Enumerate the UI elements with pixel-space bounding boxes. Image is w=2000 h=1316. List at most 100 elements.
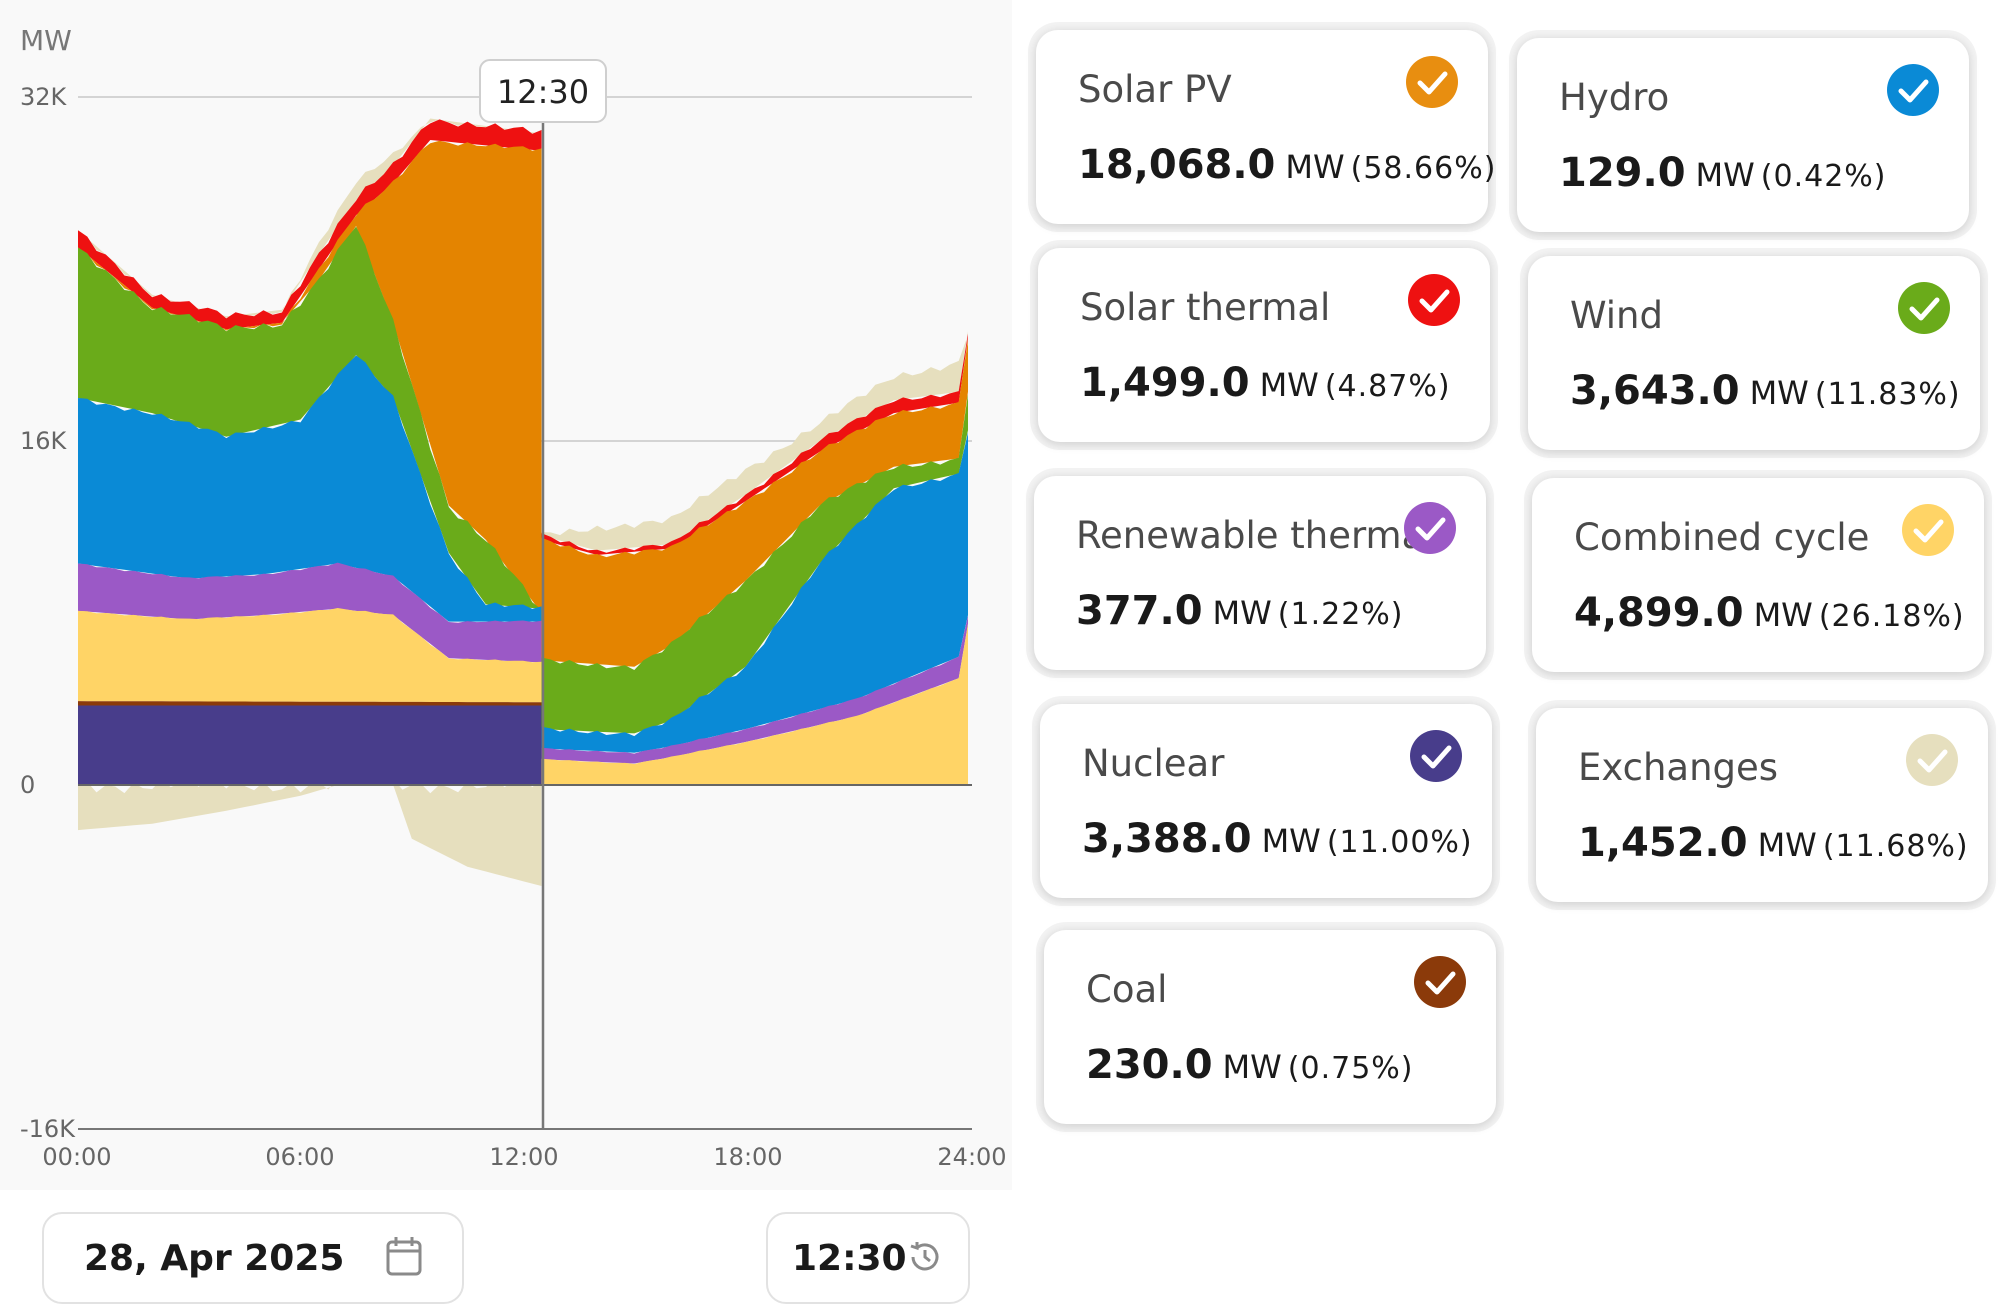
card-title: Nuclear xyxy=(1082,742,1225,785)
card-value: 129.0 MW (0.42%) xyxy=(1559,150,1887,196)
card-renewable-thermal[interactable]: Renewable thermal 377.0 MW (1.22%) xyxy=(1034,476,1486,670)
card-title: Wind xyxy=(1570,294,1663,337)
area-solar-pv xyxy=(78,140,542,613)
area-renewable-thermal xyxy=(78,562,542,663)
checkmark-icon[interactable] xyxy=(1408,274,1460,326)
card-title: Exchanges xyxy=(1578,746,1779,789)
checkmark-icon[interactable] xyxy=(1414,956,1466,1008)
area-combined-cycle xyxy=(541,624,968,785)
y-tick-label: -16K xyxy=(20,1115,76,1143)
card-value-number: 1,452.0 xyxy=(1578,820,1748,866)
checkmark-icon[interactable] xyxy=(1887,64,1939,116)
x-tick-label: 12:00 xyxy=(489,1143,558,1171)
time-picker-button[interactable]: 12:30 xyxy=(766,1212,970,1304)
y-tick-label: 0 xyxy=(20,771,35,799)
card-value-unit: MW xyxy=(1261,822,1321,860)
card-title: Hydro xyxy=(1559,76,1670,119)
card-value-unit: MW xyxy=(1695,156,1755,194)
y-tick-label: 32K xyxy=(20,83,68,111)
stacked-areas xyxy=(78,118,972,886)
card-coal[interactable]: Coal 230.0 MW (0.75%) xyxy=(1044,930,1496,1124)
area-hydro xyxy=(78,355,542,622)
card-value-number: 129.0 xyxy=(1559,150,1686,196)
checkmark-icon[interactable] xyxy=(1410,730,1462,782)
card-value: 377.0 MW (1.22%) xyxy=(1076,588,1404,634)
history-icon[interactable] xyxy=(906,1238,944,1285)
card-value: 3,643.0 MW (11.83%) xyxy=(1570,368,1961,414)
y-unit-label: MW xyxy=(20,24,72,57)
area-nuclear xyxy=(78,705,542,785)
date-value: 28, Apr 2025 xyxy=(84,1237,345,1279)
card-value-unit: MW xyxy=(1212,594,1272,632)
card-value-percent: (26.18%) xyxy=(1818,599,1965,634)
card-value-unit: MW xyxy=(1285,148,1345,186)
card-value: 1,499.0 MW (4.87%) xyxy=(1080,360,1451,406)
area-coal xyxy=(78,701,542,706)
card-value-number: 3,388.0 xyxy=(1082,816,1252,862)
checkmark-icon[interactable] xyxy=(1906,734,1958,786)
card-value-percent: (11.68%) xyxy=(1822,829,1969,864)
date-picker-button[interactable]: 28, Apr 2025 xyxy=(42,1212,464,1304)
card-value: 18,068.0 MW (58.66%) xyxy=(1078,142,1496,188)
card-hydro[interactable]: Hydro 129.0 MW (0.42%) xyxy=(1517,38,1969,232)
card-value-number: 18,068.0 xyxy=(1078,142,1276,188)
chart-axes: 32K 16K 0 -16K MW 00:00 06:00 12:00 18:00 24:00 xyxy=(20,24,1007,1171)
x-tick-label: 18:00 xyxy=(713,1143,782,1171)
area-wind xyxy=(78,226,542,610)
card-value-percent: (11.83%) xyxy=(1814,377,1961,412)
card-value-number: 4,899.0 xyxy=(1574,590,1744,636)
card-title: Combined cycle xyxy=(1574,516,1870,559)
card-title: Solar PV xyxy=(1078,68,1232,111)
card-value-unit: MW xyxy=(1749,374,1809,412)
card-value: 1,452.0 MW (11.68%) xyxy=(1578,820,1969,866)
area-exchanges xyxy=(78,776,542,886)
cursor-time-label: 12:30 xyxy=(497,73,589,111)
card-value-percent: (1.22%) xyxy=(1277,597,1404,632)
x-tick-label: 00:00 xyxy=(42,1143,111,1171)
card-title: Solar thermal xyxy=(1080,286,1331,329)
checkmark-icon[interactable] xyxy=(1898,282,1950,334)
card-value-unit: MW xyxy=(1222,1048,1282,1086)
area-solar-pv xyxy=(541,340,968,667)
card-value-number: 377.0 xyxy=(1076,588,1203,634)
card-value-percent: (11.00%) xyxy=(1326,825,1473,860)
time-cursor[interactable]: 12:30 xyxy=(479,59,607,1129)
area-solar-thermal xyxy=(78,119,542,330)
checkmark-icon[interactable] xyxy=(1902,504,1954,556)
card-value-number: 3,643.0 xyxy=(1570,368,1740,414)
checkmark-icon[interactable] xyxy=(1404,502,1456,554)
card-solar-pv[interactable]: Solar PV 18,068.0 MW (58.66%) xyxy=(1036,30,1495,224)
card-value: 230.0 MW (0.75%) xyxy=(1086,1042,1414,1088)
cursor-time-tooltip xyxy=(479,59,607,123)
card-value-percent: (0.75%) xyxy=(1287,1051,1414,1086)
card-value-number: 230.0 xyxy=(1086,1042,1213,1088)
card-solar-thermal[interactable]: Solar thermal 1,499.0 MW (4.87%) xyxy=(1038,248,1490,442)
card-value-percent: (58.66%) xyxy=(1350,151,1497,186)
area-renewable-thermal xyxy=(541,615,968,764)
generation-chart-panel[interactable]: 32K 16K 0 -16K MW 00:00 06:00 12:00 18:00 24:00 1… xyxy=(0,0,1012,1190)
y-tick-label: 16K xyxy=(20,427,68,455)
time-value: 12:30 xyxy=(792,1237,907,1279)
card-value: 4,899.0 MW (26.18%) xyxy=(1574,590,1965,636)
card-value-percent: (4.87%) xyxy=(1324,369,1451,404)
card-value-unit: MW xyxy=(1259,366,1319,404)
card-title: Renewable thermal xyxy=(1076,514,1435,557)
x-tick-label: 06:00 xyxy=(265,1143,334,1171)
card-wind[interactable]: Wind 3,643.0 MW (11.83%) xyxy=(1528,256,1980,450)
area-hydro xyxy=(541,432,968,753)
card-nuclear[interactable]: Nuclear 3,388.0 MW (11.00%) xyxy=(1040,704,1492,898)
card-value-unit: MW xyxy=(1757,826,1817,864)
card-exchanges[interactable]: Exchanges 1,452.0 MW (11.68%) xyxy=(1536,708,1988,902)
checkmark-icon[interactable] xyxy=(1406,56,1458,108)
card-value-percent: (0.42%) xyxy=(1760,159,1887,194)
date-time-controls: 28, Apr 2025 12:30 xyxy=(0,1190,1012,1316)
card-combined-cycle[interactable]: Combined cycle 4,899.0 MW (26.18%) xyxy=(1532,478,1984,672)
area-combined-cycle xyxy=(78,608,542,703)
card-value: 3,388.0 MW (11.00%) xyxy=(1082,816,1473,862)
generation-area-chart[interactable]: 32K 16K 0 -16K MW 00:00 06:00 12:00 18:00 24:00 1… xyxy=(0,0,1012,1190)
x-tick-label: 24:00 xyxy=(937,1143,1006,1171)
calendar-icon[interactable] xyxy=(386,1236,422,1285)
card-value-unit: MW xyxy=(1753,596,1813,634)
card-title: Coal xyxy=(1086,968,1168,1011)
card-value-number: 1,499.0 xyxy=(1080,360,1250,406)
